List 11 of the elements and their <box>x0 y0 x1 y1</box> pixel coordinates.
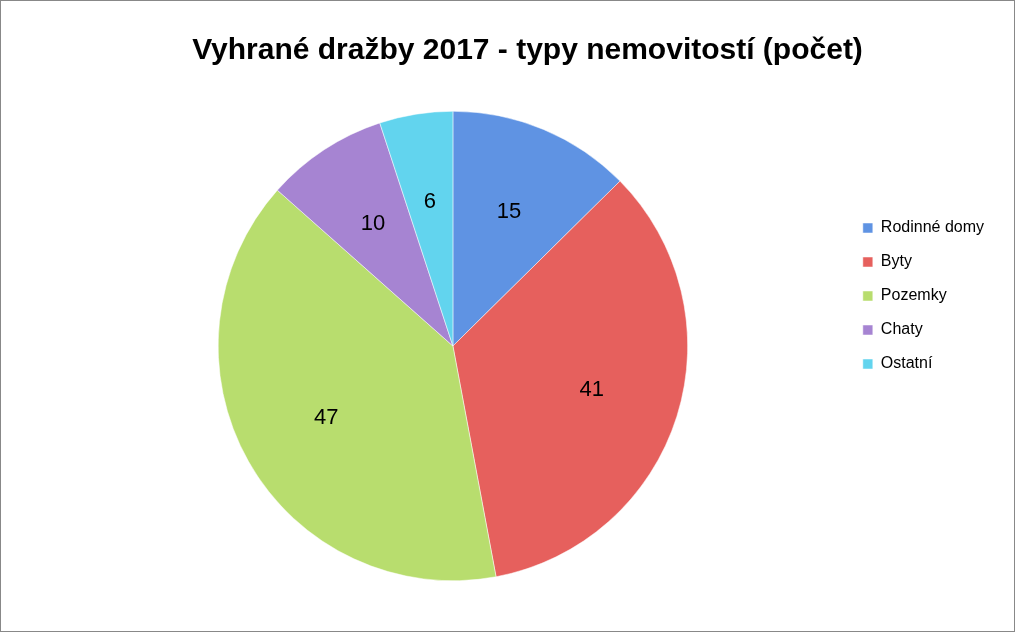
data-label: 6 <box>423 188 437 214</box>
legend-label: Chaty <box>880 320 923 338</box>
data-label: 47 <box>313 403 339 429</box>
legend-label: Pozemky <box>880 286 947 304</box>
legend-label: Rodinné domy <box>880 218 984 236</box>
data-label: 15 <box>496 197 522 223</box>
chart-title: Vyhrané dražby 2017 - typy nemovitostí (počet) <box>192 32 863 66</box>
data-label: 41 <box>579 375 605 401</box>
legend-label: Ostatní <box>880 354 933 372</box>
legend-label: Byty <box>880 252 912 270</box>
data-label: 10 <box>360 210 386 236</box>
